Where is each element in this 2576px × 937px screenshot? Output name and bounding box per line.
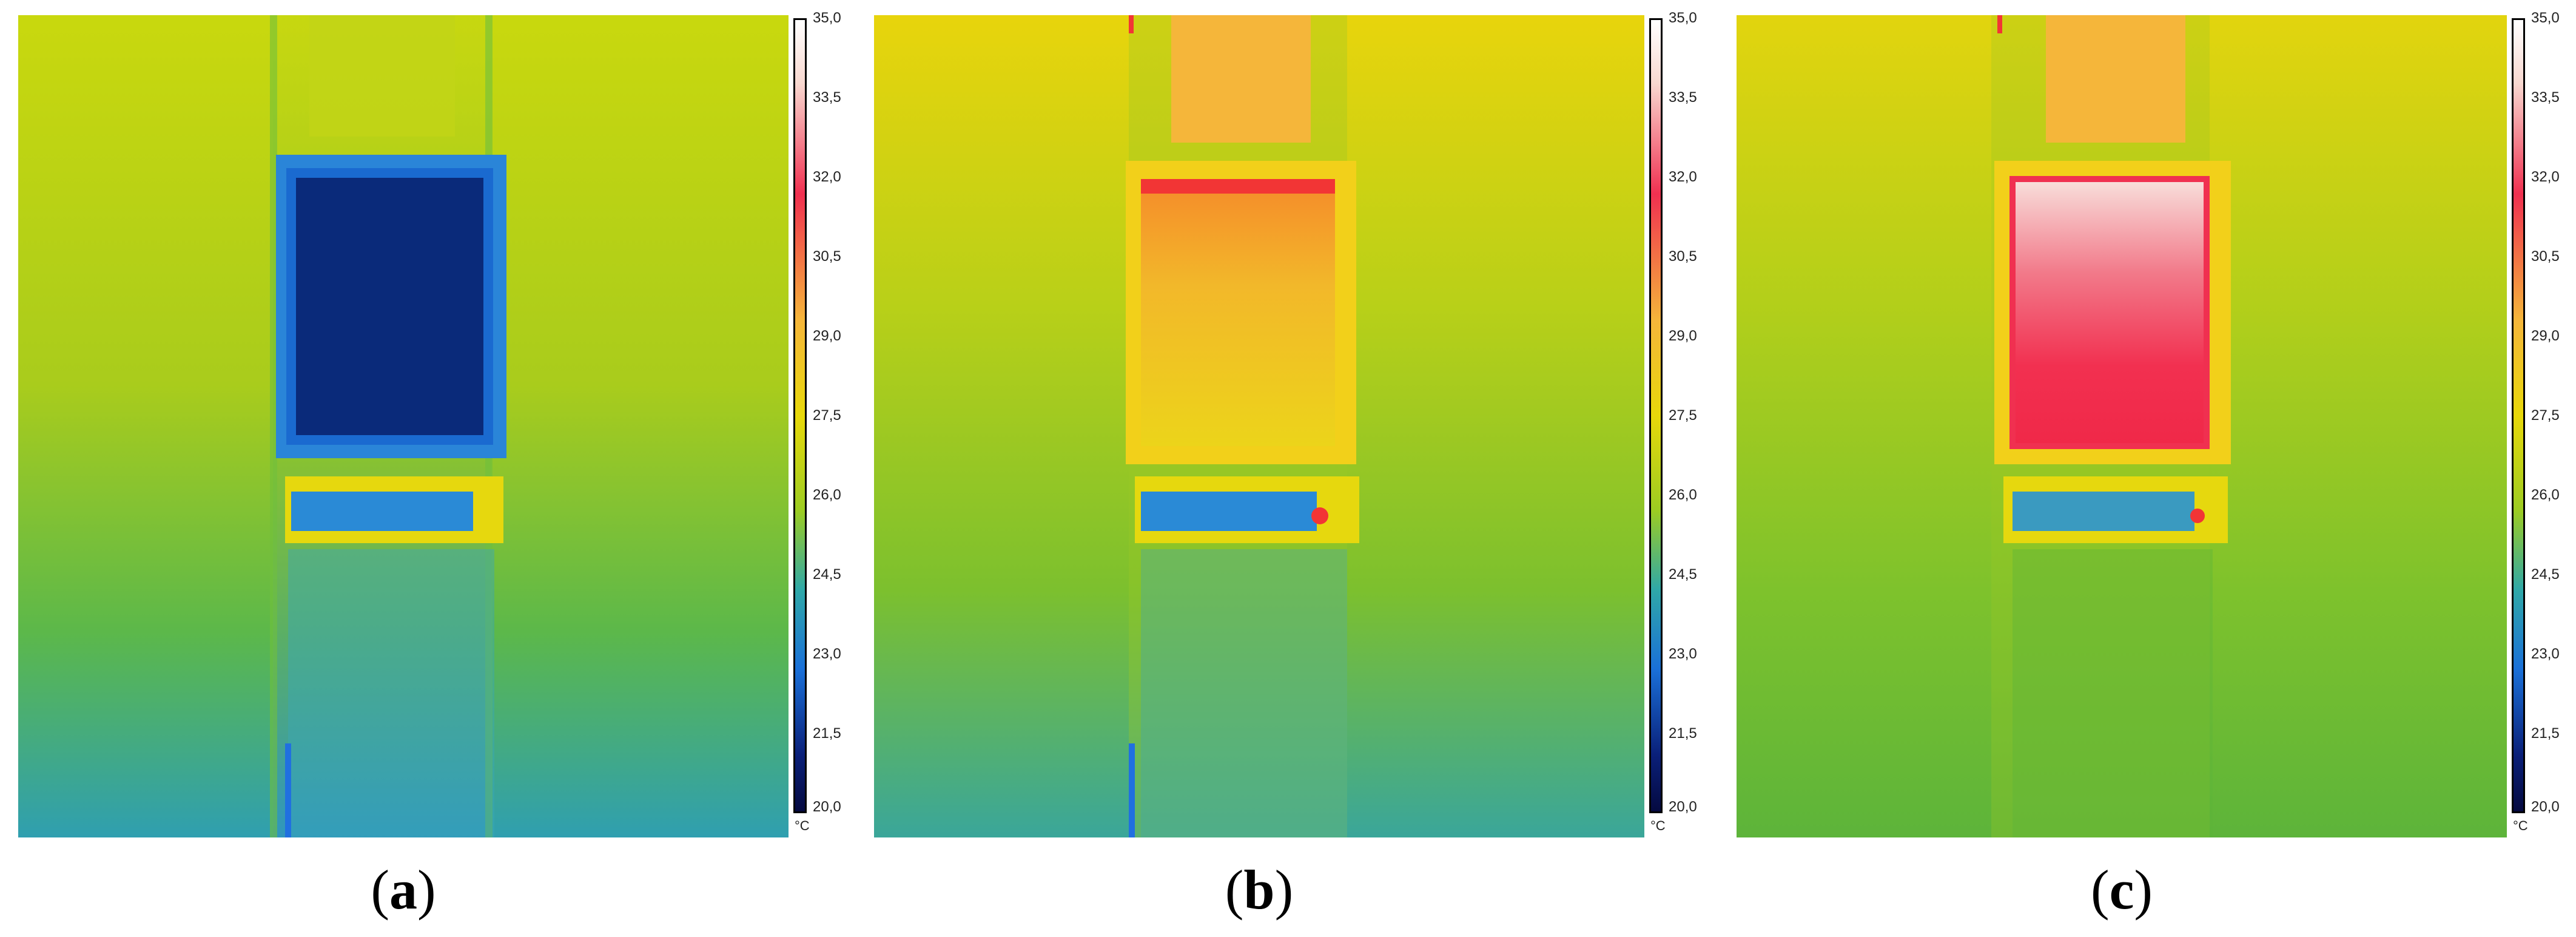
tick-label: 33,5 xyxy=(2531,89,2560,106)
tick-label: 24,5 xyxy=(1669,566,1697,583)
tick-label: 35,0 xyxy=(1669,10,1697,26)
tick-label: 33,5 xyxy=(813,89,841,106)
tick-label: 26,0 xyxy=(2531,487,2560,503)
thermal-image-c xyxy=(1737,15,2507,837)
panel-caption-c: (c) xyxy=(2090,859,2153,921)
panel-caption-a: (a) xyxy=(371,859,436,921)
panel-caption-b: (b) xyxy=(1225,859,1294,921)
tick-label: 24,5 xyxy=(813,566,841,583)
temperature-scale-bar-b xyxy=(1649,18,1663,813)
tick-label: 21,5 xyxy=(813,725,841,742)
tick-label: 20,0 xyxy=(1669,799,1697,815)
scale-tick-labels-a: 35,0 33,5 32,0 30,5 29,0 27,5 26,0 24,5 … xyxy=(813,0,849,850)
tick-label: 35,0 xyxy=(2531,10,2560,26)
upper-frame-b xyxy=(1171,15,1311,143)
window-pane-b xyxy=(1141,179,1335,446)
scale-unit-label: °C xyxy=(2513,818,2528,833)
thermal-image-a xyxy=(18,15,789,837)
tick-label: 20,0 xyxy=(2531,799,2560,815)
thermal-image-b xyxy=(874,15,1644,837)
tick-label: 23,0 xyxy=(813,646,841,662)
tick-label: 27,5 xyxy=(2531,407,2560,424)
tick-label: 23,0 xyxy=(1669,646,1697,662)
tick-label: 35,0 xyxy=(813,10,841,26)
tick-label: 30,5 xyxy=(1669,248,1697,265)
tick-label: 29,0 xyxy=(813,328,841,344)
tick-label: 26,0 xyxy=(813,487,841,503)
tick-label: 32,0 xyxy=(1669,169,1697,185)
tick-label: 32,0 xyxy=(2531,169,2560,185)
tick-label: 24,5 xyxy=(2531,566,2560,583)
tick-label: 32,0 xyxy=(813,169,841,185)
thermal-panel-b: 35,0 33,5 32,0 30,5 29,0 27,5 26,0 24,5 … xyxy=(856,0,1697,937)
window-pane-c xyxy=(2013,179,2207,446)
tick-label: 27,5 xyxy=(1669,407,1697,424)
tick-label: 30,5 xyxy=(2531,248,2560,265)
tick-label: 21,5 xyxy=(2531,725,2560,742)
tick-label: 29,0 xyxy=(2531,328,2560,344)
scale-tick-labels-c: 35,0 33,5 32,0 30,5 29,0 27,5 26,0 24,5 … xyxy=(2531,0,2568,850)
thermal-panel-a: 35,0 33,5 32,0 30,5 29,0 27,5 26,0 24,5 … xyxy=(0,0,841,937)
thermal-panel-c: 35,0 33,5 32,0 30,5 29,0 27,5 26,0 24,5 … xyxy=(1718,0,2560,937)
temperature-scale-bar-c xyxy=(2512,18,2525,813)
tick-label: 20,0 xyxy=(813,799,841,815)
scale-tick-labels-b: 35,0 33,5 32,0 30,5 29,0 27,5 26,0 24,5 … xyxy=(1669,0,1705,850)
tick-label: 27,5 xyxy=(813,407,841,424)
tick-label: 29,0 xyxy=(1669,328,1697,344)
scale-unit-label: °C xyxy=(1650,818,1666,833)
tick-label: 23,0 xyxy=(2531,646,2560,662)
scale-unit-label: °C xyxy=(795,818,810,833)
tick-label: 26,0 xyxy=(1669,487,1697,503)
upper-frame-c xyxy=(2046,15,2185,143)
tick-label: 21,5 xyxy=(1669,725,1697,742)
tick-label: 33,5 xyxy=(1669,89,1697,106)
window-pane-a xyxy=(291,173,488,440)
tick-label: 30,5 xyxy=(813,248,841,265)
temperature-scale-bar-a xyxy=(793,18,807,813)
